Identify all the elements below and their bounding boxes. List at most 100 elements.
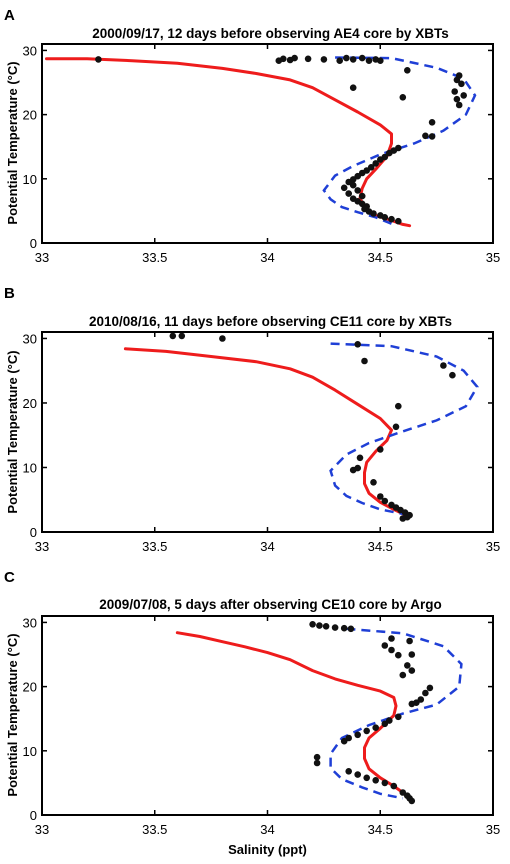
data-point [363,727,371,735]
x-tick-label: 33.5 [142,822,167,837]
plot-area [123,332,479,522]
data-point [451,88,459,95]
panel-letter: A [4,7,15,24]
data-point [365,57,373,64]
data-point [356,454,364,462]
y-tick-label: 30 [23,43,37,58]
x-tick-label: 33 [35,539,49,554]
data-point [440,362,447,369]
plot-area [175,621,463,805]
data-point [395,651,402,659]
data-point [388,215,395,223]
data-point [399,515,407,522]
x-tick-label: 33 [35,822,49,837]
data-point [453,95,461,103]
data-point [372,724,380,731]
data-point [370,210,377,217]
data-point [354,341,362,348]
panel-a: A 2000/09/17, 12 days before observing AE… [4,7,500,265]
data-point [399,94,407,101]
data-point [388,635,395,642]
data-point [280,55,287,63]
data-point [377,156,384,163]
data-point [345,768,353,775]
data-point [422,689,429,697]
observation-markers [95,54,468,225]
x-tick-label: 34 [260,250,274,265]
axes-frame [41,615,494,816]
data-point [358,54,366,62]
x-tick-label: 34.5 [368,250,393,265]
x-tick-label: 35 [486,250,500,265]
data-point [381,214,389,221]
data-point [422,132,429,140]
y-tick-label: 10 [23,744,37,759]
data-point [399,671,407,679]
data-point [349,181,357,189]
y-tick-label: 20 [23,680,37,695]
data-point [316,622,323,629]
data-point [408,667,416,674]
data-point [395,217,402,225]
data-point [347,625,355,633]
blue-dashed-profile-line [329,627,463,800]
data-point [381,779,389,787]
data-point [408,651,416,658]
axes-frame [41,331,494,533]
data-point [309,621,316,628]
x-tick-label: 35 [486,539,500,554]
data-point [404,67,411,74]
data-point [381,642,389,649]
observation-markers [169,332,456,522]
y-tick-label: 10 [23,460,37,475]
plot-area [45,54,477,228]
x-tick-label: 33 [35,250,49,265]
data-point [381,497,389,505]
data-point [340,184,348,192]
y-tick-label: 0 [30,808,37,823]
data-point [377,493,384,500]
x-tick-label: 34 [260,539,274,554]
y-tick-label: 20 [23,396,37,411]
x-tick-label: 34 [260,822,274,837]
data-point [340,624,348,632]
chart-title: 2000/09/17, 12 days before observing AE4… [92,26,448,41]
data-point [363,774,371,782]
data-point [313,759,321,767]
data-point [460,92,468,99]
data-point [372,777,380,784]
data-point [370,479,377,486]
panel-letter: B [4,285,15,302]
data-point [361,357,368,365]
y-axis-label: Potential Temperature (°C) [5,350,20,513]
data-point [219,335,226,342]
chart-title: 2009/07/08, 5 days after observing CE10 … [99,597,441,612]
data-point [390,782,398,790]
data-point [336,57,344,64]
panel-b: B 2010/08/16, 11 days before observing CE… [4,285,500,554]
data-point [349,84,357,91]
data-point [331,624,339,631]
x-tick-label: 33.5 [142,539,167,554]
data-point [354,464,362,472]
data-point [354,771,362,778]
data-point [406,637,413,645]
y-tick-label: 0 [30,525,37,540]
data-point [313,753,321,761]
y-axis-label: Potential Temperature (°C) [5,633,20,796]
data-point [408,797,416,805]
x-tick-label: 33.5 [142,250,167,265]
data-point [343,54,350,62]
axes-frame [41,43,494,244]
data-point [428,133,436,140]
data-point [381,720,389,728]
observation-markers [309,621,434,805]
red-profile-line [123,347,409,518]
data-point [458,80,465,88]
data-point [449,371,456,379]
data-point [395,713,402,721]
data-point [428,119,436,126]
data-point [426,684,434,692]
blue-dashed-profile-line [329,342,479,516]
